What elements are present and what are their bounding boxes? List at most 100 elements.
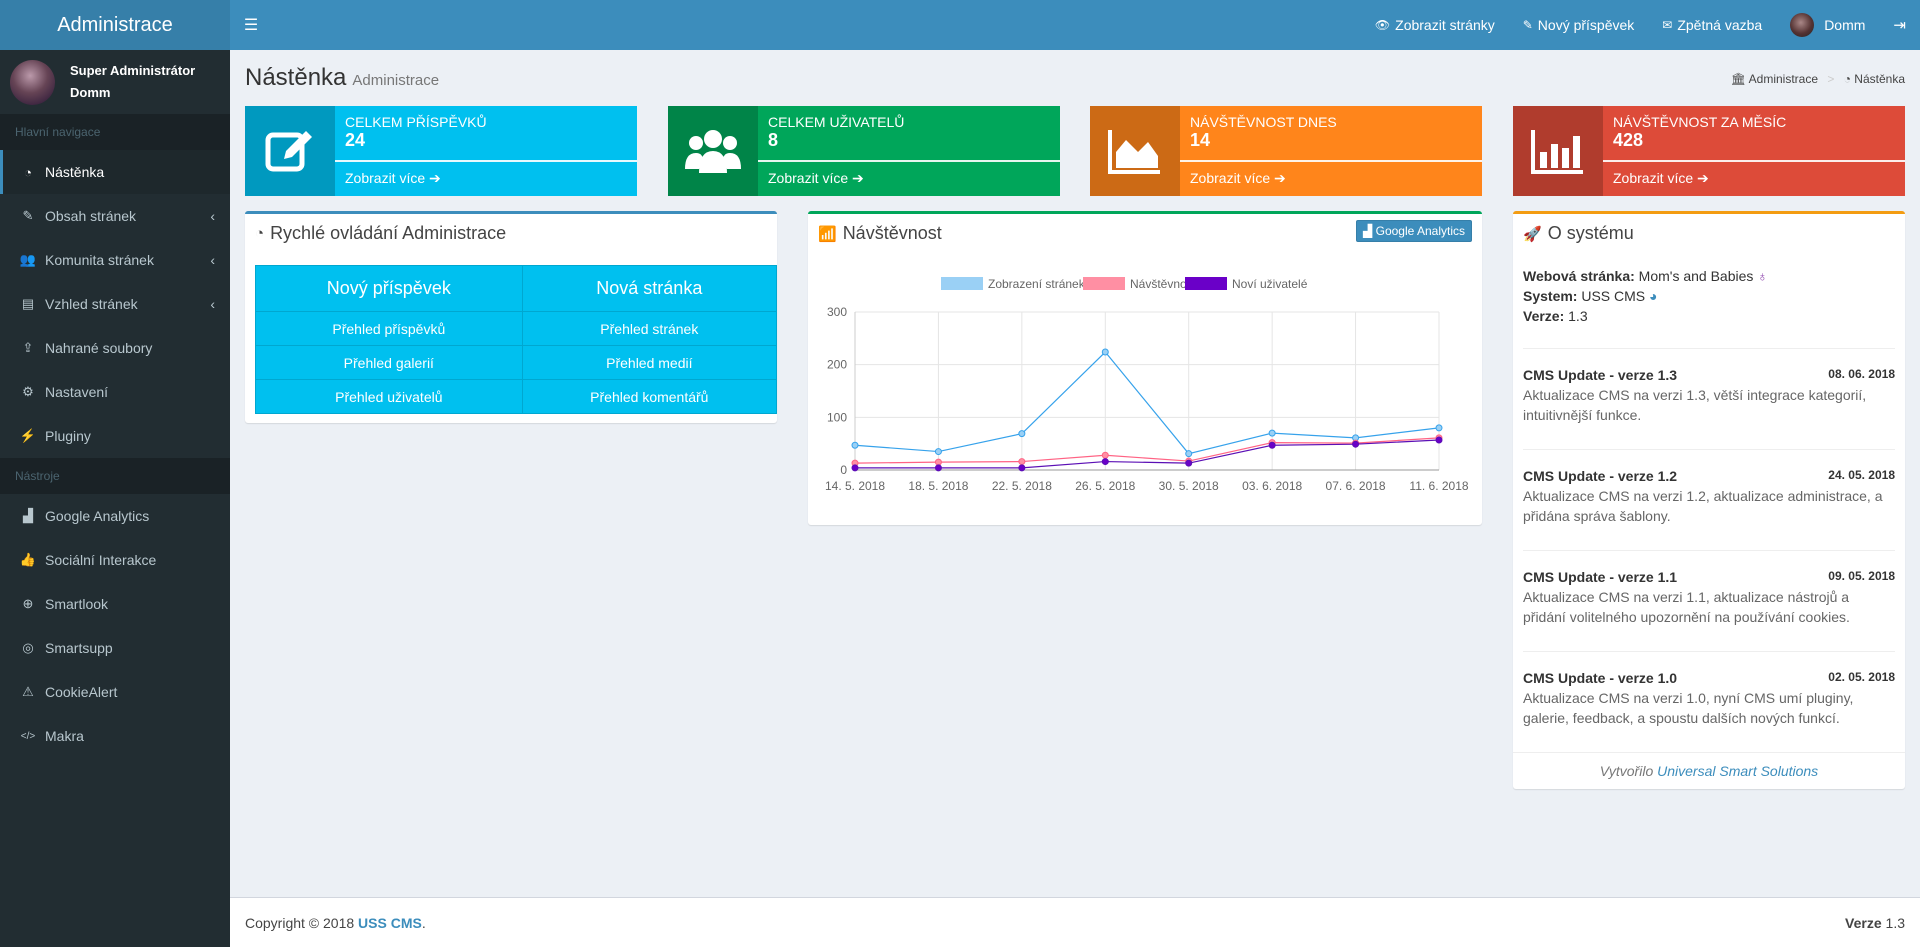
version-label: Verze:: [1523, 308, 1565, 324]
sidebar-item-label: Makra: [45, 728, 84, 744]
sidebar-item-nástěnka[interactable]: ◔ Nástěnka: [0, 150, 230, 194]
footer: Copyright © 2018 USS CMS. Verze 1.3: [230, 897, 1920, 947]
data-point: [851, 464, 859, 472]
sidebar-item-nahrané-soubory[interactable]: ⇪ Nahrané soubory: [0, 326, 230, 370]
sidebar-item-makra[interactable]: </> Makra: [0, 714, 230, 758]
show-more-label: Zobrazit více: [1190, 170, 1271, 186]
user-menu[interactable]: Domm: [1776, 0, 1879, 50]
x-tick-label: 18. 5. 2018: [908, 479, 968, 493]
sidebar-item-label: Nastavení: [45, 384, 109, 400]
show-more-link[interactable]: Zobrazit více ➔: [1603, 162, 1905, 195]
sidebar-item-obsah-stránek[interactable]: ✎ Obsah stránek ‹: [0, 194, 230, 238]
x-tick-label: 11. 6. 2018: [1409, 479, 1468, 493]
arrow-circle-right-icon: ➔: [1697, 170, 1709, 186]
sidebar-item-google-analytics[interactable]: ▟ Google Analytics: [0, 494, 230, 538]
sidebar-item-komunita-stránek[interactable]: 👥 Komunita stránek ‹: [0, 238, 230, 282]
series-line: [854, 437, 1440, 464]
info-box-visits-month: Návštěvnost za měsíc 428 Zobrazit více ➔: [1513, 106, 1905, 196]
app-logo[interactable]: Administrace: [0, 0, 230, 50]
user-panel: Super Administrátor Domm: [0, 50, 230, 114]
google-analytics-button[interactable]: ▟ Google Analytics: [1356, 220, 1472, 242]
chevron-left-icon: ‹: [210, 208, 215, 224]
sidebar-item-label: Vzhled stránek: [45, 296, 138, 312]
update-date: 08. 06. 2018: [1828, 367, 1895, 381]
sidebar-item-label: Komunita stránek: [45, 252, 154, 268]
update-text: Aktualizace CMS na verzi 1.0, nyní CMS u…: [1523, 690, 1854, 726]
logout-button[interactable]: ⇥: [1879, 0, 1920, 50]
google-analytics-label: Google Analytics: [1375, 224, 1465, 238]
box-title-text: Rychlé ovládání Administrace: [270, 223, 507, 243]
credit-line: Vytvořilo Universal Smart Solutions: [1513, 752, 1905, 779]
show-more-link[interactable]: Zobrazit více ➔: [1180, 162, 1482, 195]
sidebar-item-smartsupp[interactable]: ◎ Smartsupp: [0, 626, 230, 670]
bar-chart-icon: 📶: [818, 225, 837, 243]
data-point: [1018, 430, 1026, 438]
update-entry: CMS Update - verze 1.1 09. 05. 2018 Aktu…: [1523, 550, 1895, 627]
edit-icon: ✎: [22, 208, 34, 223]
dashboard-icon: ◔: [24, 164, 32, 180]
binoculars-icon: ⊕: [22, 596, 34, 611]
show-more-link[interactable]: Zobrazit více ➔: [758, 162, 1060, 195]
footer-version: Verze 1.3: [1845, 915, 1905, 931]
thumbs-up-icon: 👍: [19, 552, 37, 567]
info-box-visits-today: Návštěvnost dnes 14 Zobrazit více ➔: [1090, 106, 1482, 196]
version-value: 1.3: [1568, 308, 1588, 324]
copyright-text: Copyright © 2018: [245, 914, 355, 931]
upload-icon: ⇪: [22, 340, 34, 355]
system-value: USS CMS: [1581, 288, 1646, 304]
data-point: [1268, 441, 1276, 449]
arrow-circle-right-icon: ➔: [852, 170, 864, 186]
posts-overview-button[interactable]: Přehled příspěvků: [255, 311, 523, 346]
new-post-link[interactable]: ✎ Nový příspěvek: [1509, 0, 1649, 50]
view-site-link[interactable]: 👁 Zobrazit stránky: [1361, 0, 1509, 50]
x-tick-label: 26. 5. 2018: [1075, 479, 1135, 493]
comments-overview-button[interactable]: Přehled komentářů: [521, 379, 778, 414]
show-more-link[interactable]: Zobrazit více ➔: [335, 162, 637, 195]
sidebar-item-smartlook[interactable]: ⊕ Smartlook: [0, 582, 230, 626]
update-entry: CMS Update - verze 1.0 02. 05. 2018 Aktu…: [1523, 651, 1895, 728]
brand-link[interactable]: USS CMS: [358, 914, 422, 931]
breadcrumb-item-administrace[interactable]: Administrace: [1748, 72, 1818, 86]
page-title: Nástěnka Administrace: [245, 64, 439, 92]
sidebar-item-vzhled-stránek[interactable]: ▤ Vzhled stránek ‹: [0, 282, 230, 326]
show-more-label: Zobrazit více: [1613, 170, 1694, 186]
data-point: [1101, 458, 1109, 466]
quick-controls-table: Nový příspěvek Nová stránka Přehled přís…: [255, 265, 778, 414]
x-tick-label: 22. 5. 2018: [992, 479, 1052, 493]
breadcrumb-item-nastenka: Nástěnka: [1854, 72, 1905, 86]
user-role: Super Administrátor: [70, 63, 196, 78]
show-more-label: Zobrazit více: [345, 170, 426, 186]
menu-toggle-icon[interactable]: ☰: [243, 17, 259, 34]
arrow-circle-right-icon: ➔: [429, 170, 441, 186]
users-overview-button[interactable]: Přehled uživatelů: [255, 379, 523, 414]
media-overview-button[interactable]: Přehled medií: [521, 345, 778, 380]
eye-icon: 👁: [1374, 18, 1391, 32]
y-tick-label: 300: [827, 305, 847, 319]
credit-link[interactable]: Universal Smart Solutions: [1657, 763, 1819, 779]
system-info: Webová stránka: Mom's and Babies ♁ Syste…: [1523, 266, 1895, 326]
divider: [335, 160, 637, 162]
data-point: [1435, 436, 1443, 444]
info-box-value: 8: [768, 130, 779, 150]
feedback-link[interactable]: ✉ Zpětná vazba: [1648, 0, 1776, 50]
sidebar-item-nastavení[interactable]: ⚙ Nastavení: [0, 370, 230, 414]
new-post-button[interactable]: Nový příspěvek: [255, 265, 523, 312]
file-icon: ▤: [21, 296, 35, 311]
pages-overview-button[interactable]: Přehled stránek: [521, 311, 778, 346]
new-page-button[interactable]: Nová stránka: [521, 265, 778, 312]
system-label: System:: [1523, 288, 1578, 304]
galleries-overview-button[interactable]: Přehled galerií: [255, 345, 523, 380]
bank-icon: 🏛: [1730, 72, 1746, 86]
sidebar-item-sociální-interakce[interactable]: 👍 Sociální Interakce: [0, 538, 230, 582]
view-site-label: Zobrazit stránky: [1395, 17, 1495, 33]
sidebar-item-pluginy[interactable]: ⚡ Pluginy: [0, 414, 230, 458]
rocket-icon: 🚀: [1523, 225, 1542, 243]
divider: [1180, 160, 1482, 162]
area-chart-icon: ▟: [1363, 224, 1373, 238]
legend-swatch: [1083, 277, 1125, 290]
data-point: [1101, 451, 1109, 459]
data-point: [934, 458, 942, 466]
divider: [758, 160, 1060, 162]
sidebar-item-cookiealert[interactable]: ⚠ CookieAlert: [0, 670, 230, 714]
data-point: [1101, 348, 1109, 356]
